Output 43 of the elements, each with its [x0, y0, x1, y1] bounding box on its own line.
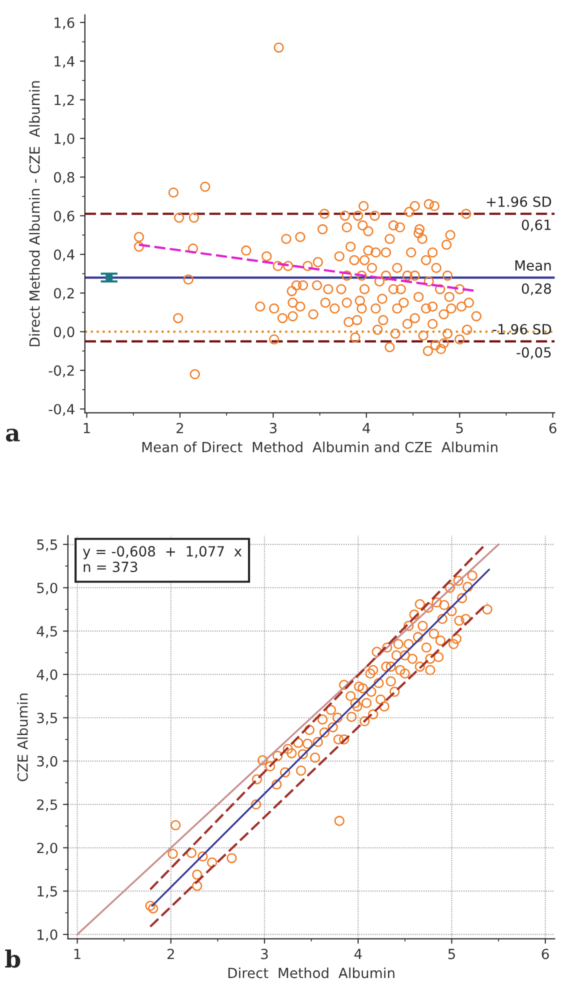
- y-tick-label: 1,4: [54, 56, 74, 68]
- y-tick-label: 1,2: [54, 94, 74, 107]
- y-axis-title: Direct Method Albumin - CZE Albumin: [29, 81, 40, 346]
- y-tick-label: 5,0: [37, 582, 58, 595]
- y-tick-label: 0,8: [54, 172, 74, 184]
- x-tick-label: 6: [549, 422, 556, 434]
- x-tick-label: 1: [74, 948, 80, 960]
- y-tick-label: 0,2: [54, 288, 74, 300]
- text: a: [6, 428, 20, 442]
- x-tick-label: 4: [354, 948, 362, 960]
- y-tick-label: 4,0: [36, 669, 58, 682]
- y-tick-label: 1,0: [38, 929, 58, 942]
- y-tick-label: 0,6: [54, 210, 74, 223]
- y-tick-label: 2,5: [37, 799, 57, 812]
- y-tick-label: 4,5: [36, 626, 57, 638]
- x-tick-label: 2: [167, 948, 174, 960]
- y-tick-label: -0,2: [48, 365, 74, 378]
- y-tick-label: 2,0: [37, 842, 58, 855]
- x-tick-label: 3: [270, 422, 276, 434]
- ref-line-label: +1.96 SD 0,61: [486, 196, 552, 232]
- y-axis-title: CZE Albumin: [17, 694, 28, 782]
- annotation: y = -0,608 + 1,077 x n = 373: [82, 546, 242, 572]
- y-tick-label: 1,6: [54, 17, 74, 30]
- x-tick-label: 1: [84, 423, 90, 434]
- ref-line-label: -1.96 SD -0,05: [492, 324, 552, 360]
- y-tick-label: 0,4: [54, 249, 74, 262]
- x-axis-title: Mean of Direct Method Albumin and CZE Albumin: [142, 442, 498, 452]
- x-tick-label: 5: [448, 948, 455, 960]
- y-tick-label: 5,5: [37, 540, 57, 552]
- x-tick-label: 6: [542, 948, 549, 960]
- x-tick-label: 5: [456, 423, 463, 434]
- x-axis-title: Direct Method Albumin: [228, 967, 394, 978]
- x-tick-label: 3: [261, 948, 268, 960]
- y-tick-label: 3,5: [37, 712, 57, 725]
- y-tick-label: -0,4: [48, 404, 74, 416]
- x-tick-label: 2: [176, 422, 183, 434]
- x-tick-label: 4: [362, 423, 370, 434]
- y-tick-label: 1,0: [54, 133, 74, 146]
- y-tick-label: 1,5: [38, 886, 57, 898]
- text: b: [5, 950, 20, 968]
- ref-line-label: Mean 0,28: [515, 260, 551, 296]
- y-tick-label: 0,0: [54, 326, 74, 339]
- y-tick-label: 3,0: [37, 756, 58, 768]
